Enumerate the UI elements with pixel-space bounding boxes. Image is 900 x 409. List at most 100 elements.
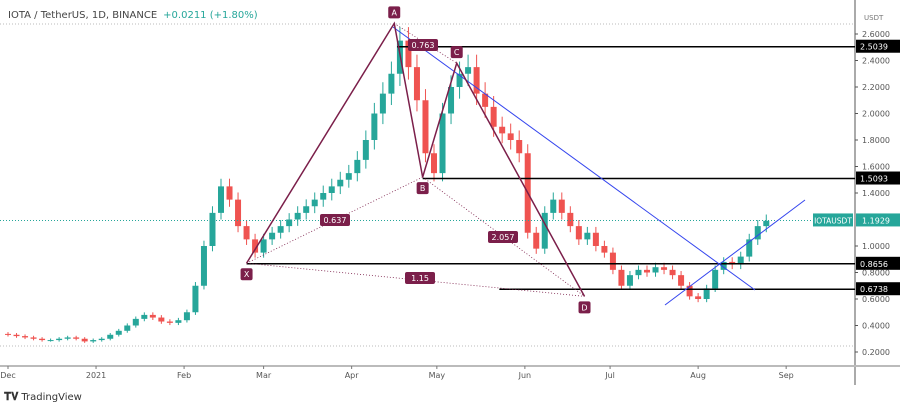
last-price-tag: [856, 213, 900, 227]
candle: [124, 325, 131, 331]
candle: [235, 199, 242, 227]
candle: [5, 333, 11, 335]
candle: [465, 67, 472, 74]
candle: [64, 337, 71, 339]
x-tick-label: Sep: [779, 371, 794, 380]
symbol-tag: [813, 213, 853, 227]
y-tick-label: 1.6000: [862, 163, 890, 172]
xabcd-pattern: [245, 21, 586, 297]
x-tick-label: Feb: [177, 371, 191, 380]
candle: [516, 140, 523, 154]
candle: [252, 239, 259, 253]
pattern-ratio-line: [394, 23, 457, 64]
ratio-badge: [408, 39, 438, 51]
candle: [754, 226, 761, 240]
candle: [567, 212, 574, 227]
candle: [678, 275, 685, 286]
candle: [541, 212, 548, 249]
candle: [354, 159, 361, 174]
y-tick-label: 2.2000: [862, 83, 890, 92]
level-tag: [856, 256, 900, 270]
candle: [337, 179, 344, 187]
candle: [30, 337, 37, 339]
x-tick-label: Aug: [690, 371, 706, 380]
x-tick-label: Jun: [518, 371, 532, 380]
candle: [499, 126, 506, 134]
ratio-label: 0.763: [412, 41, 435, 50]
y-tick-label: 0.2000: [862, 348, 890, 357]
candle: [260, 239, 267, 253]
tradingview-logo[interactable]: 𝐓𝐕 TradingView: [4, 390, 82, 404]
candle: [746, 239, 753, 257]
price-change: +0.0211 (+1.80%): [163, 10, 258, 21]
candle: [183, 312, 190, 321]
candle: [601, 246, 608, 253]
level-tag: [856, 39, 900, 53]
level-tag: [856, 282, 900, 296]
candle: [712, 269, 719, 289]
y-tick-label: 2.4000: [862, 57, 890, 66]
candle: [703, 288, 710, 299]
tv-logo-icon: 𝐓𝐕: [4, 390, 19, 403]
candle: [192, 285, 199, 313]
candle: [507, 133, 514, 140]
candle: [269, 232, 276, 240]
level-tag: [856, 171, 900, 185]
candle: [81, 338, 88, 342]
candle: [584, 232, 591, 240]
candle: [737, 256, 744, 265]
x-tick-label: Mar: [256, 371, 272, 380]
candle: [575, 226, 582, 240]
candle: [669, 269, 676, 276]
candle: [132, 318, 139, 326]
candle: [431, 153, 437, 174]
candle: [13, 334, 20, 337]
candle: [379, 93, 386, 114]
candle: [175, 320, 182, 323]
pattern-point-label: A: [391, 8, 397, 17]
candle: [362, 140, 369, 160]
candle: [286, 219, 293, 227]
candle: [550, 199, 557, 213]
brand-label: TradingView: [21, 391, 82, 403]
candle: [166, 321, 173, 323]
candle: [720, 261, 727, 270]
pattern-point-marker: [240, 268, 253, 281]
candle: [303, 206, 310, 213]
pattern-point-marker: [450, 46, 463, 59]
candle: [422, 100, 429, 154]
candle: [311, 199, 318, 207]
candle: [328, 186, 335, 193]
candle: [626, 275, 633, 286]
candle: [618, 269, 625, 286]
y-tick-label: 0.6000: [862, 295, 890, 304]
candle: [22, 336, 29, 338]
candle: [405, 40, 412, 68]
candle: [209, 212, 216, 246]
candle: [47, 340, 54, 342]
pattern-point-label: X: [244, 270, 250, 279]
candle: [388, 73, 395, 94]
symbol-title: IOTA / TetherUS, 1D, BINANCE: [8, 10, 158, 21]
candle: [56, 338, 63, 341]
level-label: 0.8656: [860, 260, 888, 269]
candle: [661, 267, 668, 270]
y-tick-label: 0.4000: [862, 322, 890, 331]
x-tick-label: May: [429, 371, 446, 380]
y-tick-label: 1.0000: [862, 242, 890, 251]
chart-header: IOTA / TetherUS, 1D, BINANCE +0.0211 (+1.…: [8, 10, 258, 21]
y-tick-label: 0.8000: [862, 269, 890, 278]
y-tick-label: 2.0000: [862, 110, 890, 119]
candle: [218, 186, 224, 213]
ratio-badge: [405, 272, 435, 284]
y-tick-label: 2.6000: [862, 30, 890, 39]
x-tick-label: Apr: [345, 371, 360, 380]
candle: [158, 317, 165, 322]
candle: [243, 226, 250, 240]
candle: [98, 338, 105, 341]
ratio-label: 1.15: [411, 274, 429, 283]
candle: [652, 267, 659, 273]
pattern-point-marker: [388, 6, 401, 19]
candle: [490, 106, 497, 127]
